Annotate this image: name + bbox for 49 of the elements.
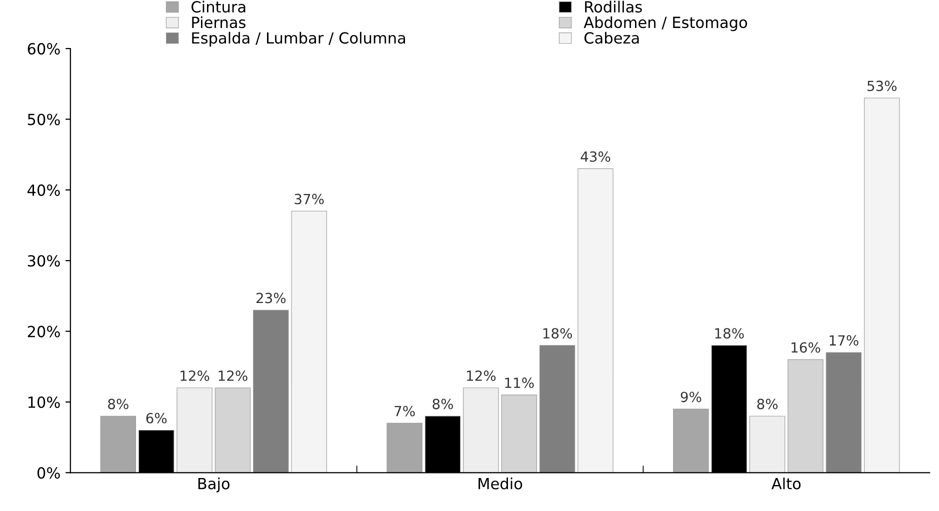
data-label: 17% bbox=[830, 335, 858, 346]
bar bbox=[578, 168, 614, 473]
data-label: 7% bbox=[394, 406, 415, 416]
data-label: 18% bbox=[715, 328, 744, 339]
data-label: 23% bbox=[256, 292, 286, 304]
data-label: 9% bbox=[680, 392, 702, 402]
legend-label: Piernas bbox=[192, 16, 246, 28]
data-label: 8% bbox=[757, 398, 778, 410]
data-label: 37% bbox=[294, 194, 324, 204]
legend-label: Espalda / Lumbar / Columna bbox=[192, 32, 406, 47]
x-tick-label: Alto bbox=[772, 478, 801, 490]
data-label: 43% bbox=[580, 151, 610, 162]
bar bbox=[291, 210, 327, 473]
y-tick-label: 40% bbox=[27, 184, 60, 196]
data-label: 11% bbox=[505, 378, 534, 388]
bar bbox=[673, 408, 709, 473]
bar bbox=[386, 422, 422, 473]
data-label: 12% bbox=[180, 370, 210, 381]
bar bbox=[749, 416, 786, 473]
data-label: 16% bbox=[792, 342, 820, 353]
x-tick-label: Bajo bbox=[198, 478, 230, 492]
bar bbox=[539, 345, 576, 473]
bar bbox=[214, 388, 251, 473]
y-tick-label: 50% bbox=[28, 114, 60, 126]
bar bbox=[788, 359, 824, 473]
x-tick-label: Medio bbox=[478, 478, 522, 490]
y-tick-label: 20% bbox=[28, 326, 60, 338]
data-label: 6% bbox=[146, 412, 167, 424]
data-label: 8% bbox=[108, 398, 128, 410]
legend-label: Cintura bbox=[192, 0, 246, 13]
data-label: 12% bbox=[467, 370, 496, 381]
y-tick-label: 10% bbox=[28, 396, 60, 408]
bar bbox=[463, 388, 499, 473]
data-label: 12% bbox=[218, 370, 248, 381]
data-label: 8% bbox=[432, 398, 453, 410]
y-tick-label: 30% bbox=[28, 255, 60, 267]
legend-label: Cabeza bbox=[584, 32, 639, 44]
y-tick-label: 0% bbox=[37, 467, 60, 479]
bar bbox=[501, 394, 537, 473]
legend-label: Abdomen / Estomago bbox=[584, 16, 748, 32]
data-label: 53% bbox=[868, 80, 897, 92]
data-label: 18% bbox=[543, 328, 572, 339]
bar bbox=[176, 388, 212, 473]
y-tick-label: 60% bbox=[28, 43, 60, 55]
bar bbox=[826, 352, 862, 473]
bar bbox=[864, 98, 900, 473]
legend-label: Rodillas bbox=[585, 0, 642, 13]
bar bbox=[100, 416, 136, 473]
bar bbox=[253, 310, 289, 473]
